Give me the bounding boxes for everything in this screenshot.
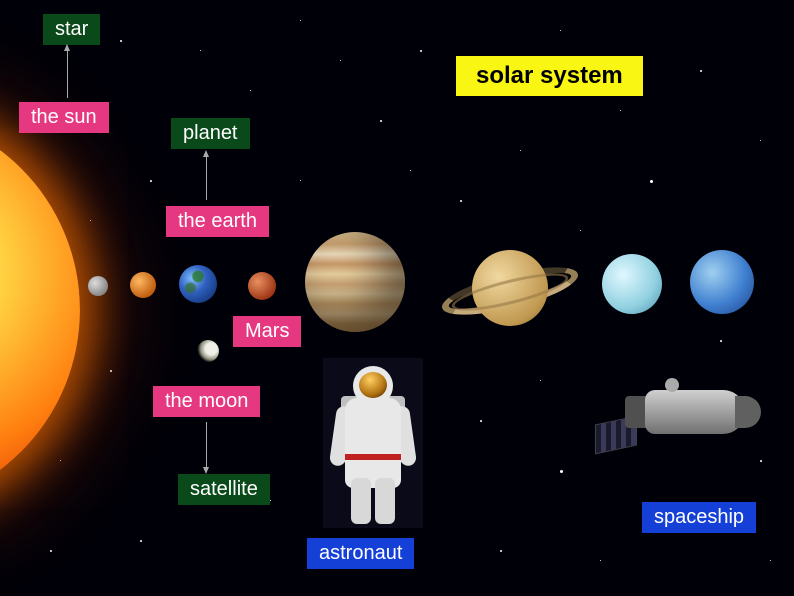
- bg-star: [60, 460, 61, 461]
- bg-star: [300, 180, 301, 181]
- bg-star: [650, 180, 653, 183]
- bg-star: [480, 420, 482, 422]
- planet-jupiter: [305, 232, 405, 332]
- label-spaceship: spaceship: [642, 502, 756, 533]
- spaceship-image: [595, 370, 765, 460]
- label-the-earth: the earth: [166, 206, 269, 237]
- planet-venus: [130, 272, 156, 298]
- bg-star: [340, 60, 341, 61]
- bg-star: [600, 560, 601, 561]
- moon-image: [197, 340, 219, 362]
- planet-earth: [179, 265, 217, 303]
- bg-star: [120, 40, 122, 42]
- bg-star: [300, 20, 301, 21]
- astronaut-image: [323, 358, 423, 528]
- bg-star: [250, 90, 251, 91]
- planet-mars: [248, 272, 276, 300]
- label-star: star: [43, 14, 100, 45]
- bg-star: [760, 140, 761, 141]
- bg-star: [500, 550, 502, 552]
- label-mars: Mars: [233, 316, 301, 347]
- bg-star: [700, 70, 702, 72]
- bg-star: [620, 110, 621, 111]
- bg-star: [560, 30, 561, 31]
- bg-star: [150, 180, 152, 182]
- label-the-sun: the sun: [19, 102, 109, 133]
- label-astronaut: astronaut: [307, 538, 414, 569]
- label-planet: planet: [171, 118, 250, 149]
- arrow-down: [206, 422, 207, 468]
- bg-star: [580, 230, 581, 231]
- planet-mercury: [88, 276, 108, 296]
- bg-star: [380, 120, 382, 122]
- bg-star: [770, 560, 771, 561]
- arrow-up: [206, 156, 207, 200]
- bg-star: [420, 50, 422, 52]
- bg-star: [460, 200, 462, 202]
- planet-neptune: [690, 250, 754, 314]
- bg-star: [540, 380, 541, 381]
- title-label: solar system: [456, 56, 643, 96]
- bg-star: [90, 220, 91, 221]
- sun-image: [0, 110, 80, 510]
- bg-star: [560, 470, 563, 473]
- bg-star: [110, 370, 112, 372]
- label-satellite: satellite: [178, 474, 270, 505]
- label-the-moon: the moon: [153, 386, 260, 417]
- bg-star: [270, 500, 271, 501]
- planet-saturn: [440, 240, 580, 340]
- arrow-up: [67, 50, 68, 98]
- bg-star: [720, 340, 722, 342]
- bg-star: [200, 50, 201, 51]
- bg-star: [50, 550, 52, 552]
- bg-star: [760, 460, 762, 462]
- bg-star: [410, 170, 411, 171]
- planet-uranus: [602, 254, 662, 314]
- bg-star: [520, 150, 521, 151]
- bg-star: [140, 540, 142, 542]
